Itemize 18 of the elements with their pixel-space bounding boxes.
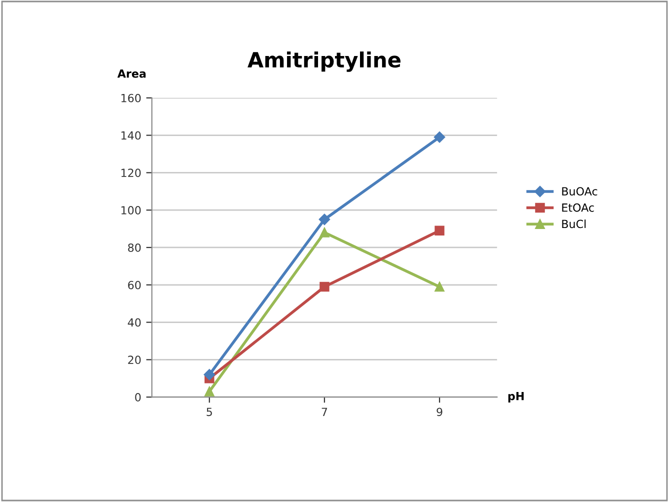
x-axis-title: pH xyxy=(508,392,524,402)
y-tick-label: 80 xyxy=(128,243,141,252)
y-tick-label: 120 xyxy=(121,168,141,178)
x-tick-label: 9 xyxy=(436,408,442,416)
x-tick-label: 7 xyxy=(322,408,328,416)
legend-label: EtOAc xyxy=(562,203,594,212)
y-axis-title: Area xyxy=(117,70,146,78)
y-tick-label: 60 xyxy=(128,280,141,290)
y-tick-label: 140 xyxy=(121,131,141,140)
y-tick-label: 100 xyxy=(121,206,141,214)
y-tick-label: 20 xyxy=(128,356,141,364)
y-tick-label: 160 xyxy=(121,94,141,102)
x-tick-label: 5 xyxy=(206,408,212,416)
y-tick-label: 0 xyxy=(135,393,141,402)
chart-title: Amitriptyline xyxy=(248,52,400,72)
legend-label: BuOAc xyxy=(562,187,598,196)
legend-label: BuCl xyxy=(562,220,586,228)
y-tick-label: 40 xyxy=(128,318,141,327)
